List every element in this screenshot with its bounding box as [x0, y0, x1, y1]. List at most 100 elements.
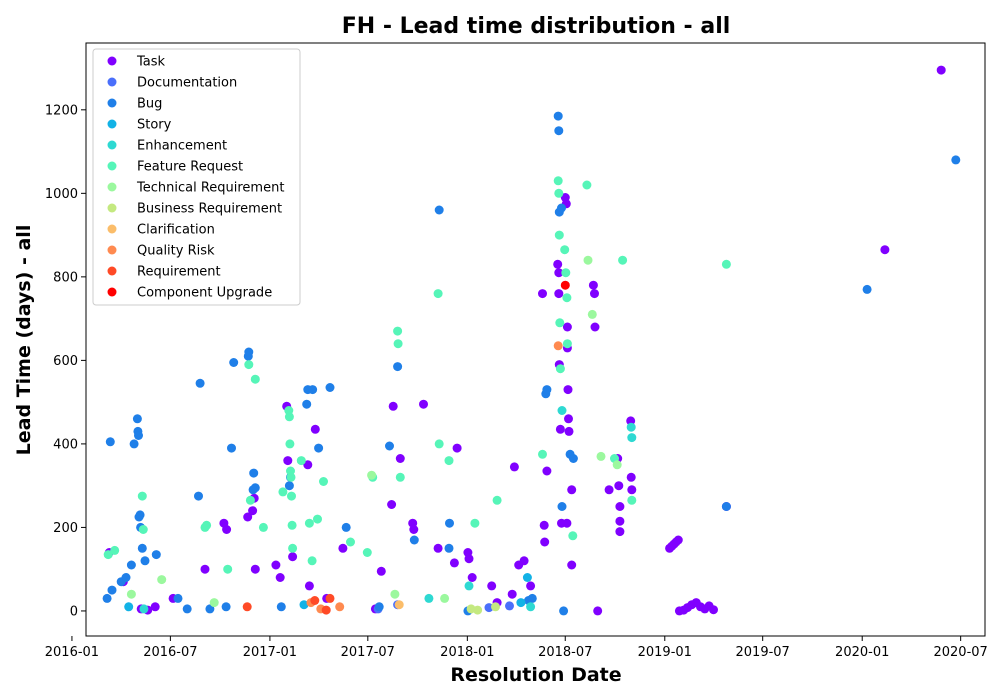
data-point	[248, 506, 258, 516]
data-point	[526, 581, 536, 591]
data-point	[394, 600, 404, 610]
data-point	[393, 362, 403, 372]
data-point	[209, 598, 219, 608]
data-point	[275, 573, 285, 582]
data-point	[433, 543, 443, 553]
y-tick-label: 0	[70, 604, 78, 619]
data-point	[555, 318, 565, 328]
data-point	[593, 606, 603, 616]
data-point	[249, 468, 259, 478]
data-point	[557, 203, 566, 213]
data-point	[150, 602, 160, 612]
data-point	[562, 293, 572, 303]
data-point	[433, 289, 443, 299]
data-point	[568, 531, 578, 541]
data-point	[615, 516, 625, 526]
data-point	[424, 593, 434, 603]
x-tick-label: 2017-01	[243, 645, 297, 660]
data-point	[951, 155, 961, 165]
x-tick-label: 2017-07	[341, 645, 395, 660]
legend-label: Requirement	[137, 265, 221, 280]
x-tick-label: 2019-07	[736, 645, 790, 660]
data-point	[564, 426, 574, 436]
legend-label: Documentation	[137, 76, 237, 91]
legend-marker	[107, 119, 117, 129]
data-point	[554, 126, 564, 136]
legend-label: Business Requirement	[137, 202, 282, 217]
y-axis: 0 200 400 600 800 1000 1200	[45, 103, 86, 619]
data-point	[526, 602, 536, 612]
data-point	[390, 589, 400, 599]
data-point	[285, 439, 295, 449]
data-point	[304, 581, 314, 591]
data-point	[440, 593, 450, 603]
data-point	[596, 451, 606, 461]
data-point	[522, 573, 532, 582]
data-point	[590, 322, 600, 332]
data-point	[470, 518, 480, 528]
data-point	[393, 326, 403, 336]
data-point	[250, 564, 260, 574]
data-point	[304, 518, 314, 528]
data-point	[527, 593, 537, 603]
series-requirement	[242, 593, 335, 615]
data-point	[507, 589, 517, 599]
legend-label: Enhancement	[137, 139, 227, 154]
data-point	[313, 514, 322, 524]
data-point	[487, 581, 497, 591]
data-point	[615, 502, 625, 511]
data-point	[604, 485, 614, 495]
data-point	[612, 460, 622, 470]
series-clarification	[394, 600, 404, 610]
data-point	[137, 491, 147, 501]
data-point	[276, 602, 286, 612]
data-point	[376, 566, 386, 576]
data-point	[258, 522, 268, 532]
data-point	[627, 433, 637, 443]
data-point	[314, 443, 324, 453]
data-point	[395, 472, 405, 482]
data-point	[452, 443, 462, 453]
data-point	[491, 602, 500, 612]
data-point	[542, 385, 552, 395]
data-point	[321, 605, 331, 615]
data-point	[554, 230, 564, 240]
data-point	[135, 510, 145, 520]
data-point	[229, 358, 239, 367]
data-point	[557, 502, 567, 511]
data-point	[554, 289, 564, 299]
data-point	[880, 245, 890, 255]
data-point	[583, 255, 593, 265]
data-point	[467, 573, 477, 582]
data-point	[121, 573, 131, 582]
data-point	[553, 176, 563, 186]
series-enhancement	[139, 406, 637, 614]
data-point	[555, 424, 565, 434]
y-tick-label: 800	[53, 270, 78, 285]
data-point	[367, 470, 377, 480]
x-tick-label: 2020-01	[835, 645, 889, 660]
data-point	[242, 602, 252, 612]
data-point	[393, 339, 403, 349]
data-point	[409, 525, 419, 534]
data-point	[134, 431, 143, 440]
y-tick-label: 1200	[45, 103, 78, 118]
x-tick-label: 2020-07	[933, 645, 987, 660]
data-point	[557, 406, 567, 415]
data-point	[538, 449, 547, 459]
legend-marker	[107, 98, 117, 108]
legend-label: Feature Request	[137, 160, 243, 175]
data-point	[102, 593, 112, 603]
data-point	[554, 268, 564, 278]
data-point	[567, 560, 577, 570]
data-point	[627, 485, 637, 495]
data-point	[307, 556, 317, 566]
data-point	[200, 564, 210, 574]
data-point	[173, 593, 183, 603]
data-point	[562, 518, 572, 528]
data-point	[444, 543, 454, 553]
data-point	[310, 596, 320, 605]
data-point	[444, 456, 454, 466]
legend-marker	[107, 140, 117, 150]
data-point	[151, 550, 161, 560]
